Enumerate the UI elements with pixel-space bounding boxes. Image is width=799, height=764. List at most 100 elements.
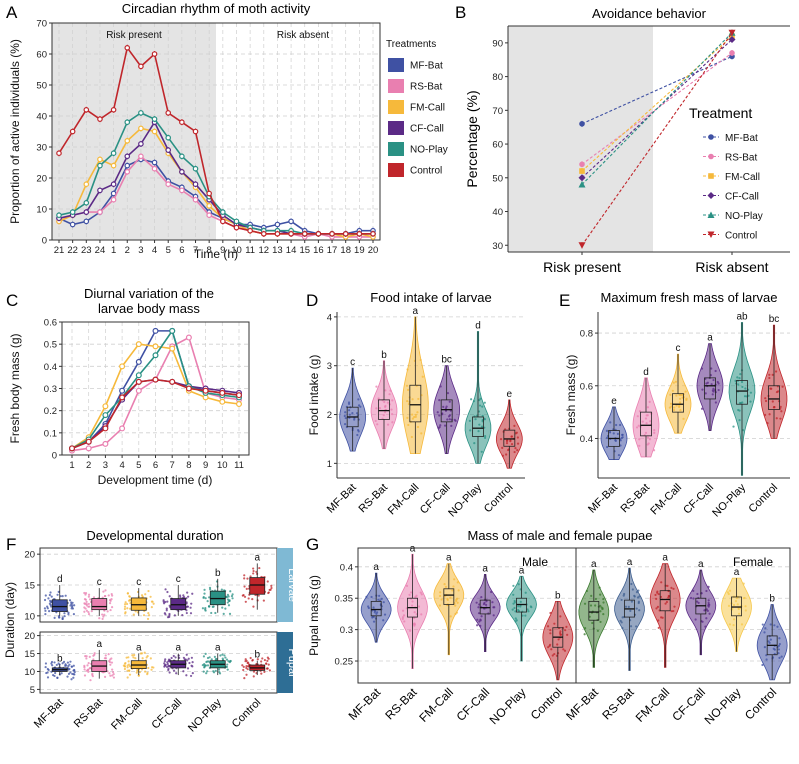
jitter-point [48,593,51,597]
jitter-point [104,589,107,592]
jitter-point [170,656,173,660]
jitter-point [444,585,448,588]
jitter-point [621,626,624,630]
jitter-point [644,417,648,420]
jitter-point [43,607,47,610]
jitter-point [83,602,86,605]
data-point [206,203,212,209]
jitter-point [652,449,656,452]
jitter-point [382,601,385,604]
jitter-point [104,594,107,598]
jitter-point [260,672,263,675]
jitter-point [229,660,232,663]
jitter-point [455,611,459,614]
jitter-point [416,425,420,429]
jitter-point [517,583,520,586]
jitter-point [62,660,66,663]
jitter-point [151,600,154,603]
significance-letter: a [96,639,102,650]
jitter-point [224,656,227,659]
box-RS-Bat [91,598,108,611]
jitter-point [61,595,64,598]
violin-Control [495,399,523,469]
jitter-point [775,417,778,420]
data-point [110,162,117,169]
jitter-point [708,612,711,615]
jitter-point [127,660,130,663]
data-point [151,128,158,135]
jitter-point [246,577,249,580]
jitter-point [779,405,782,409]
jitter-point [204,609,207,612]
jitter-point [451,589,454,592]
jitter-point [480,615,483,618]
jitter-point [242,593,245,597]
jitter-point [454,612,457,616]
violin-RS-Bat [632,377,660,458]
data-point [102,412,109,419]
jitter-point [104,654,107,657]
violin-NO-Play [728,322,756,476]
box-NO-Play [736,380,748,405]
jitter-point [440,598,443,601]
violin-RS-Bat [397,553,428,669]
jitter-point [714,369,717,373]
jitter-point [143,651,146,654]
jitter-point [768,413,771,416]
jitter-point [738,377,741,380]
data-point [206,212,212,219]
jitter-point [413,415,416,419]
y-tick-label: 70 [492,106,503,117]
series-line-NO-Play [581,32,733,185]
chart-title: Food intake of larvae [370,290,491,305]
jitter-point [770,387,773,390]
x-tick-label: Control [482,482,516,516]
jitter-point [661,616,664,619]
significance-letter: b [215,568,221,579]
legend-label: RS-Bat [725,153,757,164]
jitter-point [655,607,658,610]
jitter-point [54,671,57,675]
y-tick-label: 0.1 [44,428,57,439]
x-tick-label: FM-Call [386,482,422,518]
box-FM-Call [672,393,684,413]
box-FM-Call [443,588,455,605]
y-tick-label: 0.6 [44,318,57,329]
jitter-point [669,402,673,405]
data-point [579,161,585,168]
jitter-point [85,609,88,612]
jitter-point [344,411,347,414]
jitter-point [44,662,48,665]
box-MF-Bat [588,600,600,621]
jitter-point [231,593,234,596]
data-point [124,138,131,144]
jitter-point [614,439,617,442]
data-point [288,218,294,225]
jitter-point [761,623,764,626]
jitter-point [92,658,95,661]
x-tick-label: NO-Play [446,481,484,519]
jitter-point [442,405,445,408]
jitter-point [549,611,552,615]
y-tick-label: 60 [36,50,47,61]
x-tick-label: NO-Play [702,685,744,727]
jitter-point [109,599,112,602]
jitter-point [212,605,215,608]
jitter-point [107,594,110,597]
jitter-point [67,672,71,676]
jitter-point [372,606,375,609]
jitter-point [456,581,459,584]
jitter-point [165,665,169,669]
data-point [165,110,172,116]
jitter-point [728,589,732,592]
significance-letter: a [519,565,525,576]
jitter-point [246,661,249,665]
jitter-point [225,665,229,668]
jitter-point [559,630,562,633]
data-point [219,398,226,405]
jitter-point [111,668,114,671]
y-axis-label: Fresh mass (g) [564,355,578,436]
jitter-point [647,442,650,445]
jitter-point [598,586,601,589]
jitter-point [87,595,90,598]
